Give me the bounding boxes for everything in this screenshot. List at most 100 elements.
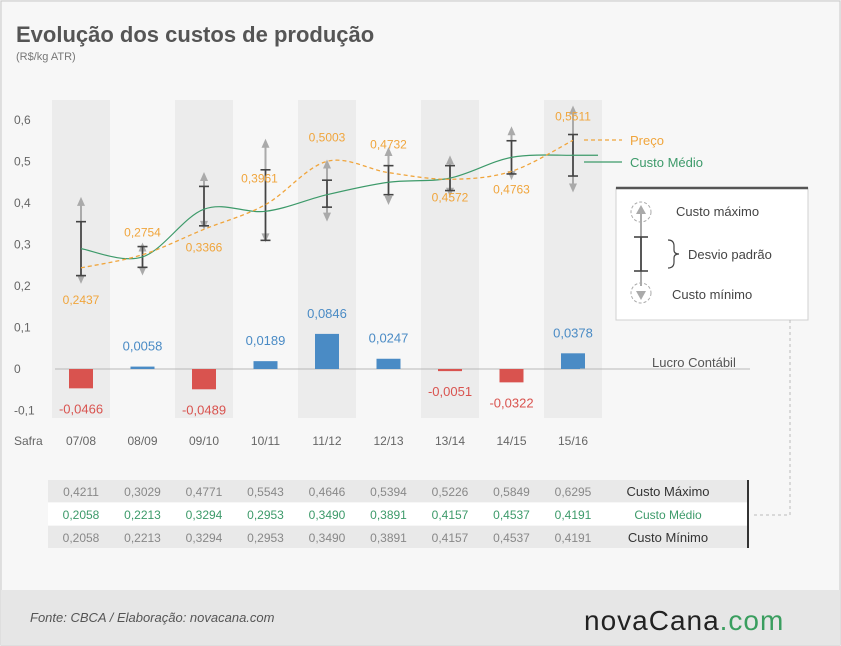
- chart-title: Evolução dos custos de produção: [16, 22, 374, 47]
- x-tick-label: 15/16: [558, 434, 588, 448]
- x-tick-label: 11/12: [312, 434, 341, 448]
- profit-bar: [192, 369, 216, 390]
- profit-data-label: 0,0846: [307, 306, 347, 321]
- min-arrow: [323, 212, 331, 222]
- y-tick-label: 0,1: [14, 321, 31, 335]
- profit-data-label: 0,0378: [553, 325, 593, 340]
- table-cell: 0,3294: [186, 531, 223, 545]
- profit-data-label: -0,0322: [489, 395, 533, 410]
- table-cell: 0,5849: [493, 485, 530, 499]
- errorbar-legend: Custo máximo Desvio padrão Custo mínimo: [615, 186, 809, 321]
- table-cell: 0,3294: [186, 508, 223, 522]
- x-tick-label: 13/14: [435, 434, 465, 448]
- profit-data-label: 0,0247: [369, 331, 409, 346]
- legend-max-label: Custo máximo: [676, 204, 759, 219]
- table-cell: 0,4157: [432, 531, 469, 545]
- price-labels: 0,2437 0,2754 0,3366 0,3961 0,5003 0,4732 0,45…: [63, 109, 592, 307]
- price-data-label: 0,3366: [186, 240, 223, 254]
- table-row-bg: [48, 480, 748, 502]
- table-cell: 0,3891: [370, 531, 407, 545]
- avg-cost-line: [80, 154, 598, 260]
- table-cell: 0,3490: [309, 508, 346, 522]
- price-data-label: 0,3961: [241, 172, 278, 186]
- profit-bar: [130, 366, 155, 369]
- column-band: [421, 100, 479, 418]
- table-cell: 0,2213: [124, 531, 161, 545]
- profit-bars: [69, 333, 585, 390]
- max-arrow: [569, 105, 577, 115]
- y-tick-label: -0,1: [14, 404, 35, 418]
- table-cell: 0,3490: [309, 531, 346, 545]
- cost-range-bars: [76, 105, 578, 284]
- y-axis-ticks: -0,1 0 0,1 0,2 0,3 0,4 0,5 0,6: [14, 113, 35, 418]
- price-data-label: 0,4572: [432, 190, 469, 204]
- profit-data-label: -0,0466: [59, 401, 103, 416]
- y-tick-label: 0: [14, 362, 21, 376]
- column-band: [298, 100, 356, 418]
- max-arrow: [261, 138, 270, 148]
- table-cell: 0,5543: [247, 485, 284, 499]
- column-band: [175, 100, 233, 418]
- table-cell: 0,4191: [555, 531, 592, 545]
- max-arrow-icon: [636, 205, 646, 214]
- table-row-bg: [48, 503, 748, 525]
- x-tick-label: 10/11: [251, 434, 280, 448]
- table-row-label: Custo Médio: [634, 508, 702, 522]
- table-cell: 0,6295: [555, 485, 592, 499]
- table-cell: 0,4646: [309, 485, 346, 499]
- min-arrow-icon: [636, 291, 646, 300]
- price-line: [80, 139, 574, 269]
- table-cell: 0,4537: [493, 508, 530, 522]
- table-row-label: Custo Máximo: [626, 484, 709, 499]
- y-tick-label: 0,5: [14, 155, 31, 169]
- table-cell: 0,5226: [432, 485, 469, 499]
- x-tick-label: 14/15: [496, 434, 526, 448]
- profit-bar: [561, 353, 585, 369]
- table-cell: 0,3029: [124, 485, 161, 499]
- table-cell: 0,3891: [370, 508, 407, 522]
- table-cell: 0,2953: [247, 531, 284, 545]
- max-arrow: [200, 171, 208, 181]
- profit-data-label: -0,0489: [182, 402, 226, 417]
- table-cell: 0,4537: [493, 531, 530, 545]
- profit-bar: [315, 333, 339, 369]
- price-data-label: 0,5003: [309, 130, 346, 144]
- max-arrow: [77, 196, 85, 206]
- profit-bar: [253, 361, 278, 369]
- legend-min-label: Custo mínimo: [672, 287, 752, 302]
- brace-icon: [667, 239, 680, 269]
- y-tick-label: 0,4: [14, 196, 31, 210]
- table-cell: 0,2953: [247, 508, 284, 522]
- table-cell: 0,4191: [555, 508, 592, 522]
- max-arrow: [446, 155, 454, 165]
- price-data-label: 0,5511: [555, 109, 591, 123]
- footer-source: Fonte: CBCA / Elaboração: novacana.com: [30, 610, 275, 625]
- x-axis-label: Safra: [14, 434, 43, 448]
- y-tick-label: 0,6: [14, 113, 31, 127]
- min-arrow: [384, 196, 393, 205]
- logo-cana: Cana: [649, 605, 720, 636]
- min-arrow: [138, 266, 147, 276]
- x-tick-label: 07/08: [66, 434, 96, 448]
- data-table: 0,4211 0,3029 0,4771 0,5543 0,4646 0,5394 0,52…: [48, 480, 748, 548]
- profit-bar: [69, 369, 93, 389]
- profit-labels: -0,0466 0,0058 -0,0489 0,0189 0,0846 0,0247 -0…: [59, 306, 593, 417]
- max-arrow: [323, 159, 331, 169]
- logo-com: .com: [720, 605, 785, 636]
- profit-bar: [438, 369, 462, 372]
- profit-bar: [376, 358, 401, 369]
- table-cell: 0,2213: [124, 508, 161, 522]
- table-row-label: Custo Mínimo: [628, 530, 708, 545]
- table-cell: 0,4771: [186, 485, 223, 499]
- footer-bar: [1, 590, 840, 645]
- x-tick-label: 08/09: [127, 434, 157, 448]
- x-tick-label: 09/10: [189, 434, 219, 448]
- profit-bar: [499, 369, 524, 383]
- price-data-label: 0,4732: [370, 138, 407, 152]
- y-tick-label: 0,3: [14, 238, 31, 252]
- table-cell: 0,4157: [432, 508, 469, 522]
- price-data-label: 0,2437: [63, 293, 100, 307]
